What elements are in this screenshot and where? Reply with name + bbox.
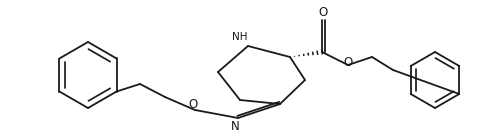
Text: O: O xyxy=(188,98,198,111)
Text: NH: NH xyxy=(232,32,248,42)
Text: N: N xyxy=(231,121,240,133)
Text: O: O xyxy=(343,55,353,68)
Text: O: O xyxy=(318,6,328,19)
